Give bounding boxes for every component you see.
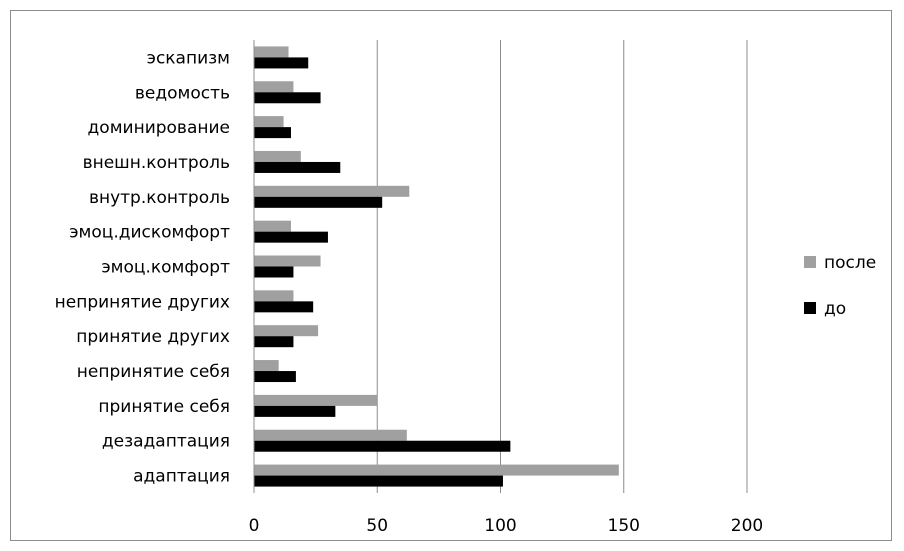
bar-before-2: [254, 127, 291, 139]
bar-before-5: [254, 231, 328, 243]
chart-frame: [10, 10, 892, 541]
bar-after-3: [254, 150, 301, 162]
grid-lines: [376, 40, 748, 493]
bar-after-10: [254, 394, 378, 406]
x-tick-label-200: 200: [731, 516, 763, 536]
category-label-10: принятие себя: [98, 397, 230, 417]
category-label-2: доминирование: [88, 118, 230, 138]
bar-after-11: [254, 429, 407, 441]
x-tick-label-100: 100: [484, 516, 516, 536]
category-label-5: эмоц.дискомфорт: [69, 223, 230, 243]
bar-after-2: [254, 116, 284, 128]
bar-before-6: [254, 266, 294, 278]
bar-after-7: [254, 290, 294, 302]
category-label-0: эскапизм: [147, 48, 230, 68]
x-tick-label-0: 0: [249, 516, 260, 536]
bar-before-9: [254, 371, 296, 383]
bar-after-5: [254, 220, 291, 232]
category-label-3: внешн.контроль: [83, 153, 230, 173]
bar-before-10: [254, 405, 336, 417]
bar-before-11: [254, 440, 511, 452]
category-label-8: принятие других: [76, 327, 230, 347]
bar-before-12: [254, 475, 503, 487]
bar-after-9: [254, 360, 279, 372]
x-tick-label-50: 50: [366, 516, 388, 536]
bar-before-0: [254, 57, 309, 69]
bar-after-1: [254, 81, 294, 93]
bar-before-1: [254, 92, 321, 104]
category-label-11: дезадаптация: [102, 432, 230, 452]
bars: [254, 46, 619, 487]
x-tick-label-150: 150: [608, 516, 640, 536]
legend-label-0: после: [824, 253, 876, 273]
bar-before-8: [254, 336, 294, 348]
legend-swatch-1: [804, 302, 816, 314]
category-label-6: эмоц.комфорт: [101, 258, 230, 278]
bar-after-4: [254, 185, 410, 197]
legend: после до: [804, 253, 876, 319]
category-label-1: ведомость: [135, 83, 230, 103]
bar-before-4: [254, 196, 383, 208]
category-label-4: внутр.контроль: [89, 188, 230, 208]
x-tick-labels: 0 50 100 150 200: [249, 516, 764, 536]
bar-before-7: [254, 301, 314, 313]
bar-after-0: [254, 46, 289, 58]
category-label-12: адаптация: [133, 467, 230, 487]
bar-after-8: [254, 325, 319, 337]
bar-after-6: [254, 255, 321, 267]
legend-label-1: до: [824, 299, 846, 319]
category-label-9: непринятие себя: [77, 362, 230, 382]
bar-before-3: [254, 161, 341, 173]
bar-after-12: [254, 464, 619, 476]
legend-swatch-0: [804, 256, 816, 268]
category-label-7: непринятие других: [55, 292, 230, 312]
category-labels: эскапизм ведомость доминирование внешн.конт…: [55, 48, 230, 486]
